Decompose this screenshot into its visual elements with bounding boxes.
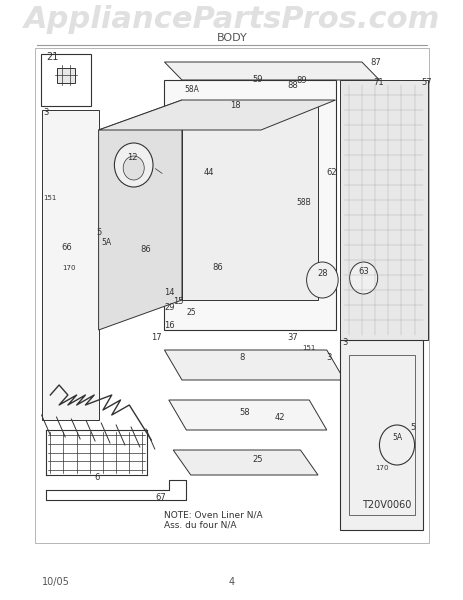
Polygon shape (98, 100, 181, 330)
Text: 15: 15 (173, 297, 183, 306)
Text: 89: 89 (295, 76, 306, 85)
Text: 14: 14 (164, 288, 175, 297)
Text: 66: 66 (62, 243, 72, 252)
Bar (348, 355, 413, 515)
Text: 3: 3 (326, 353, 332, 362)
Text: 6: 6 (94, 473, 100, 482)
Text: 5A: 5A (101, 238, 111, 247)
Text: 17: 17 (151, 333, 162, 342)
Text: 21: 21 (46, 52, 58, 62)
Polygon shape (339, 80, 427, 340)
Text: T20V0060: T20V0060 (361, 500, 410, 510)
Circle shape (349, 262, 377, 294)
Text: 62: 62 (326, 168, 337, 177)
Text: 67: 67 (155, 493, 166, 502)
Text: 37: 37 (287, 333, 297, 342)
Polygon shape (164, 350, 344, 380)
Text: 5A: 5A (392, 433, 402, 442)
Text: 4: 4 (228, 577, 235, 587)
Text: 151: 151 (301, 345, 315, 351)
Text: 44: 44 (203, 168, 214, 177)
Polygon shape (169, 400, 326, 430)
Polygon shape (181, 100, 317, 300)
Polygon shape (98, 100, 335, 130)
Text: NOTE: Oven Liner N/A
Ass. du four N/A: NOTE: Oven Liner N/A Ass. du four N/A (164, 510, 263, 529)
Text: 71: 71 (373, 78, 383, 87)
Circle shape (306, 262, 338, 298)
Text: 29: 29 (164, 303, 175, 312)
Polygon shape (42, 110, 98, 420)
Text: BODY: BODY (216, 33, 247, 43)
Bar (339, 340, 422, 530)
Text: 5: 5 (409, 423, 414, 432)
Text: 170: 170 (62, 265, 75, 271)
Text: 87: 87 (370, 58, 381, 67)
Text: 58: 58 (238, 408, 249, 417)
Text: 3: 3 (43, 108, 49, 117)
Text: 57: 57 (421, 78, 431, 87)
Text: 25: 25 (186, 308, 195, 317)
Text: 16: 16 (164, 321, 175, 330)
Circle shape (123, 156, 144, 180)
Text: 86: 86 (140, 245, 151, 254)
Text: 170: 170 (374, 465, 388, 471)
Text: 42: 42 (274, 413, 284, 422)
Polygon shape (164, 80, 335, 330)
Text: 10/05: 10/05 (42, 577, 69, 587)
Text: 12: 12 (127, 153, 138, 162)
Polygon shape (164, 62, 379, 80)
Text: 151: 151 (43, 195, 56, 201)
Text: 3: 3 (342, 338, 347, 347)
Text: 58B: 58B (295, 198, 310, 207)
Circle shape (379, 425, 413, 465)
Text: 25: 25 (252, 455, 262, 464)
Circle shape (114, 143, 153, 187)
Text: 8: 8 (238, 353, 244, 362)
Text: 88: 88 (287, 81, 297, 90)
Text: 63: 63 (357, 267, 369, 276)
Text: AppliancePartsPros.com: AppliancePartsPros.com (24, 5, 439, 34)
Text: 86: 86 (212, 263, 223, 272)
Text: 28: 28 (316, 269, 327, 278)
Bar (57, 68, 75, 83)
Text: 5: 5 (97, 228, 102, 237)
Text: 18: 18 (230, 101, 240, 110)
Bar (35, 48, 428, 543)
Text: 58A: 58A (184, 85, 199, 94)
Text: 59: 59 (252, 75, 262, 84)
Polygon shape (173, 450, 317, 475)
